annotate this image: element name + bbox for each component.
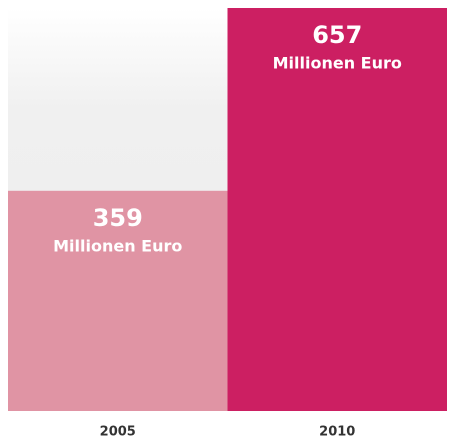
x-tick-label: 2005	[100, 425, 136, 440]
value-label: 657	[312, 21, 362, 49]
value-label: 359	[93, 204, 143, 232]
bar	[227, 8, 447, 411]
bar	[8, 190, 228, 411]
unit-label: Millionen Euro	[53, 236, 182, 255]
x-tick-label: 2010	[319, 425, 355, 440]
unit-label: Millionen Euro	[273, 54, 402, 73]
